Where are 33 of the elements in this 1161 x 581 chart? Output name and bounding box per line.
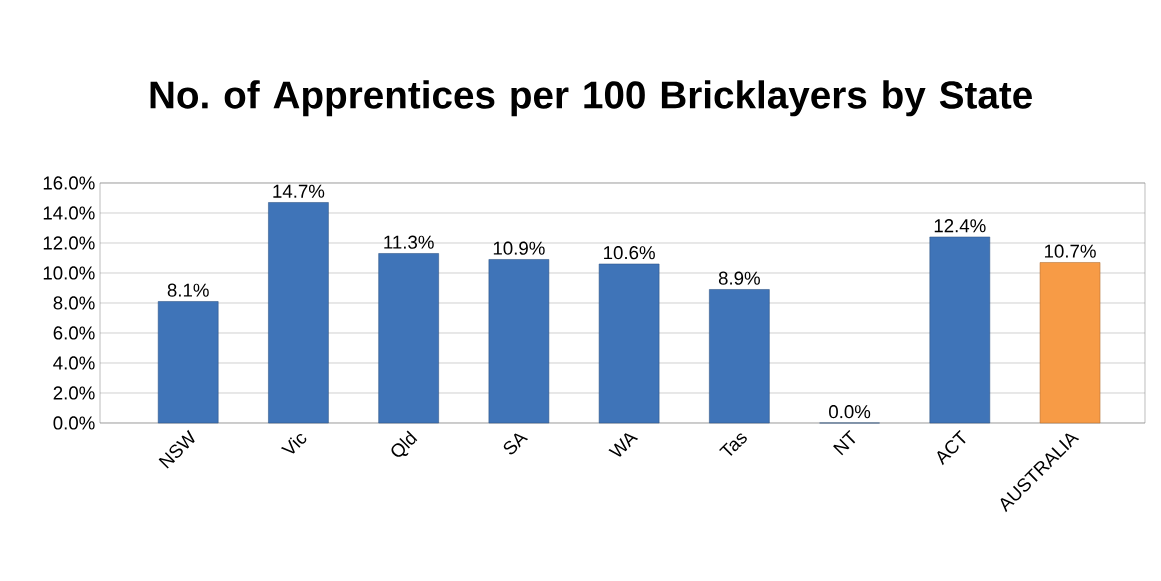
- x-tick-label: SA: [503, 433, 529, 455]
- data-label: 10.7%: [1045, 244, 1096, 258]
- bar: [488, 259, 550, 424]
- y-tick-label: 6.0%: [53, 326, 95, 340]
- chart-title: No. of Apprentices per 100 Bricklayers by State: [150, 80, 1032, 117]
- bar: [268, 202, 329, 424]
- bar: [157, 301, 219, 424]
- data-label: 10.6%: [604, 246, 655, 260]
- data-label: 12.4%: [934, 219, 986, 233]
- bar: [929, 236, 991, 424]
- data-label: 8.1%: [167, 283, 209, 297]
- x-tick-label: Tas: [719, 433, 747, 456]
- data-label: 8.9%: [718, 271, 760, 285]
- y-tick-label: 2.0%: [53, 386, 95, 400]
- x-tick-label: NT: [833, 429, 856, 456]
- y-tick-label: 8.0%: [53, 296, 95, 310]
- y-tick-label: 10.0%: [43, 266, 95, 280]
- y-tick-label: 0.0%: [53, 416, 95, 430]
- data-label: 10.9%: [493, 241, 545, 255]
- y-tick-label: 14.0%: [43, 206, 95, 220]
- data-label: 14.7%: [273, 184, 325, 198]
- y-tick-label: 16.0%: [43, 176, 95, 190]
- data-label: 11.3%: [384, 235, 434, 249]
- x-tick-label: WA: [608, 433, 639, 457]
- bar: [1039, 262, 1101, 424]
- bar: [378, 253, 439, 424]
- y-tick-label: 12.0%: [43, 236, 95, 250]
- bar: [598, 263, 660, 424]
- x-tick-label: Qld: [391, 430, 418, 457]
- x-tick-label: Vic: [280, 433, 307, 454]
- data-label: 0.0%: [829, 405, 871, 419]
- bar: [709, 289, 770, 424]
- y-tick-label: 4.0%: [53, 356, 95, 370]
